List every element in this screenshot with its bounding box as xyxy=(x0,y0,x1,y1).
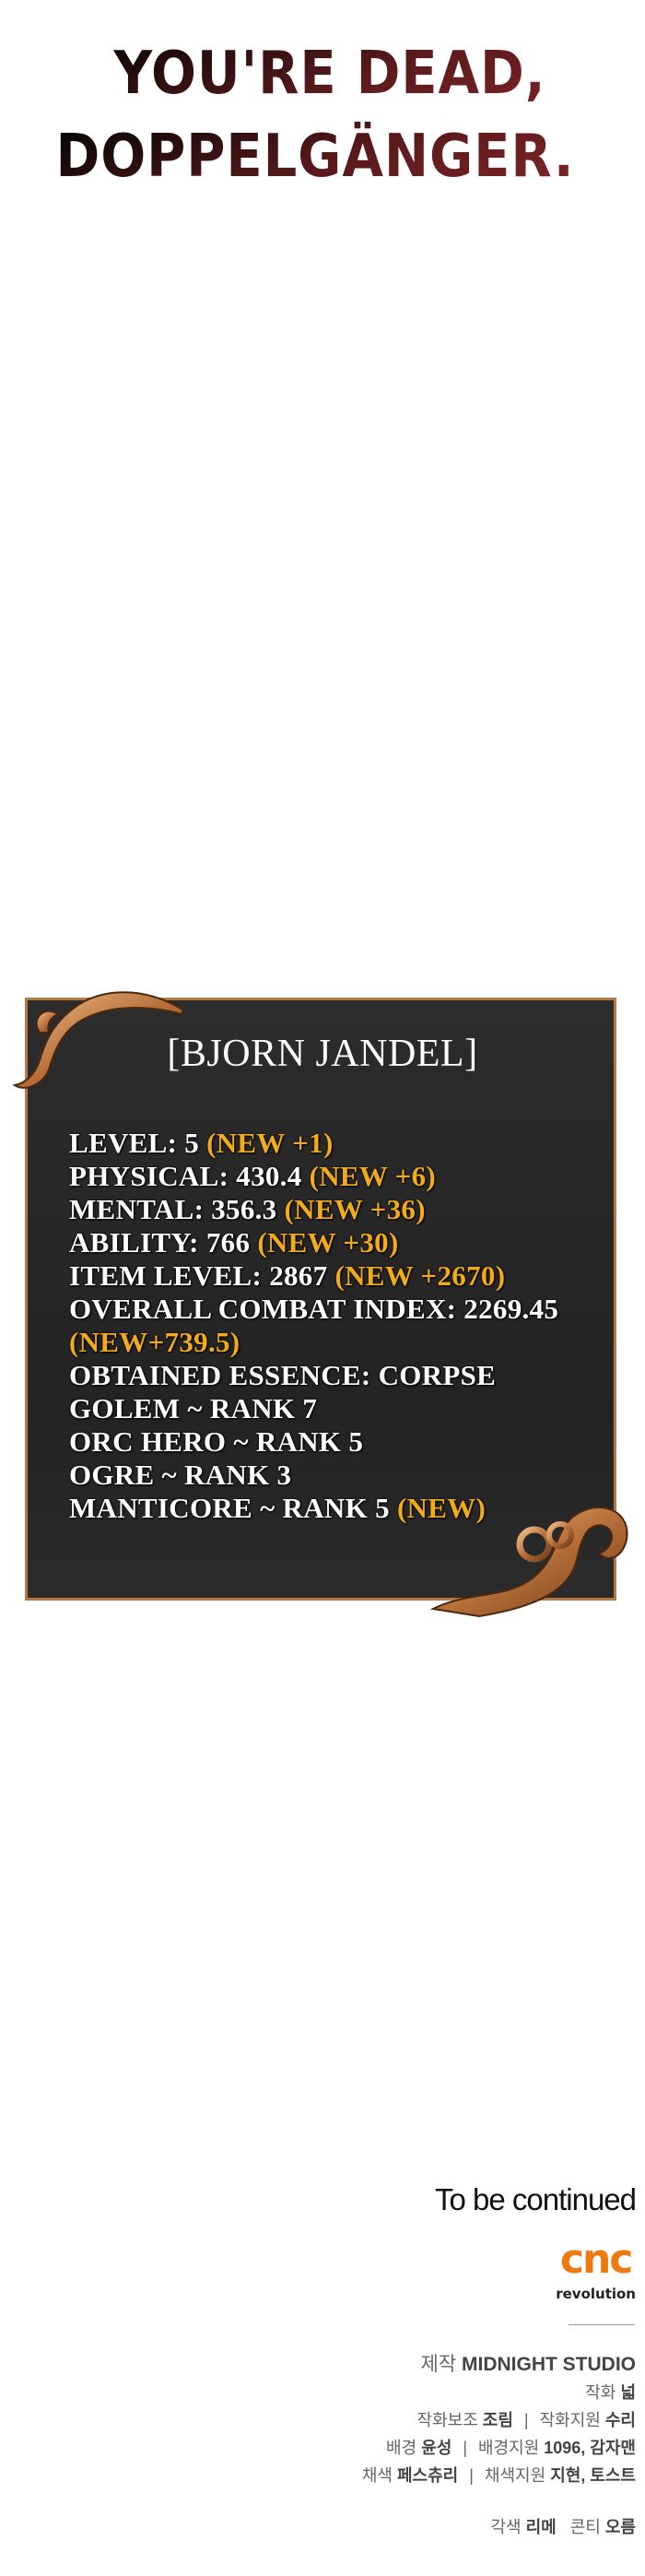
stat-text: MANTICORE ~ RANK 5 xyxy=(69,1492,397,1524)
stat-text: GOLEM ~ RANK 7 xyxy=(69,1392,318,1424)
stat-new: (NEW +36) xyxy=(284,1193,426,1225)
stat-text: ABILITY: 766 xyxy=(69,1226,258,1258)
stat-new: (NEW +6) xyxy=(309,1160,437,1192)
separator: | xyxy=(469,2466,474,2485)
status-window xyxy=(25,998,616,1601)
separator: | xyxy=(463,2439,467,2457)
credit-label: 채색 xyxy=(361,2466,393,2485)
stat-text: MENTAL: 356.3 xyxy=(69,1193,285,1225)
stat-text: OGRE ~ RANK 3 xyxy=(69,1459,292,1491)
stat-line: OVERALL COMBAT INDEX: 2269.45 xyxy=(69,1293,558,1326)
stat-line: ITEM LEVEL: 2867 (NEW +2670) xyxy=(69,1259,558,1293)
stat-line: ORC HERO ~ RANK 5 xyxy=(69,1425,558,1459)
credit-label: 배경지원 xyxy=(478,2439,540,2457)
credit-value: 1096, 감자맨 xyxy=(544,2439,636,2457)
credit-value: 조림 xyxy=(482,2411,513,2429)
credit-value: 페스츄리 xyxy=(396,2466,459,2485)
credit-value: MIDNIGHT STUDIO xyxy=(462,2354,636,2375)
stat-line: GOLEM ~ RANK 7 xyxy=(69,1392,558,1425)
logo-mark: cnc xyxy=(559,2236,633,2283)
credit-label: 배경 xyxy=(386,2439,417,2457)
stat-text: ITEM LEVEL: 2867 xyxy=(69,1259,335,1292)
stat-line: LEVEL: 5 (NEW +1) xyxy=(69,1127,558,1160)
stat-new: (NEW +30) xyxy=(257,1226,399,1258)
credit-label: 각색 xyxy=(490,2518,522,2536)
credit-label: 제작 xyxy=(420,2354,457,2375)
stat-text: LEVEL: 5 xyxy=(69,1127,207,1159)
credit-label: 작화지원 xyxy=(539,2411,601,2429)
logo-text: revolution xyxy=(556,2286,636,2302)
stat-text: ORC HERO ~ RANK 5 xyxy=(69,1425,364,1458)
character-name: [BJORN JANDEL] xyxy=(167,1033,478,1075)
stat-new: (NEW+739.5) xyxy=(69,1326,240,1358)
ornament-bottom-right-icon xyxy=(429,1507,628,1618)
credits: 제작 MIDNIGHT STUDIO 작화 넓 작화보조 조림 | 작화지원 수리 … xyxy=(362,2351,636,2541)
stats-list: LEVEL: 5 (NEW +1) PHYSICAL: 430.4 (NEW +… xyxy=(69,1127,558,1525)
title-line-1: YOU'RE DEAD, xyxy=(40,39,620,110)
title-line-2: DOPPELGÄNGER. xyxy=(25,122,605,193)
stat-line: ABILITY: 766 (NEW +30) xyxy=(69,1226,558,1259)
credit-label: 콘티 xyxy=(569,2518,601,2536)
credit-value: 윤성 xyxy=(421,2439,452,2457)
stat-text: PHYSICAL: 430.4 xyxy=(69,1160,310,1192)
stat-text: OBTAINED ESSENCE: CORPSE xyxy=(69,1359,497,1391)
credit-value: 지현, 토스트 xyxy=(550,2466,636,2485)
publisher-logo: cnc revolution xyxy=(556,2235,636,2303)
stat-line: MANTICORE ~ RANK 5 (NEW) xyxy=(69,1492,558,1525)
stat-line: PHYSICAL: 430.4 (NEW +6) xyxy=(69,1160,558,1193)
stat-new: (NEW) xyxy=(396,1492,487,1524)
stat-new: (NEW +1) xyxy=(206,1127,334,1159)
stat-text: OVERALL COMBAT INDEX: 2269.45 xyxy=(69,1293,559,1325)
stat-line: OBTAINED ESSENCE: CORPSE xyxy=(69,1359,558,1392)
divider xyxy=(569,2324,635,2325)
credit-value: 오름 xyxy=(604,2518,636,2536)
separator: | xyxy=(523,2411,529,2429)
stat-line: OGRE ~ RANK 3 xyxy=(69,1459,558,1492)
ornament-top-left-icon xyxy=(12,991,183,1089)
credit-label: 작화보조 xyxy=(416,2411,478,2429)
to-be-continued: To be continued xyxy=(434,2182,637,2216)
credit-label: 작화 xyxy=(585,2383,616,2402)
stat-line: MENTAL: 356.3 (NEW +36) xyxy=(69,1193,558,1226)
stat-line: (NEW+739.5) xyxy=(69,1326,558,1359)
credit-value: 리메 xyxy=(525,2518,557,2536)
credit-value: 넓 xyxy=(620,2383,636,2402)
credit-label: 채색지원 xyxy=(484,2466,546,2485)
credit-value: 수리 xyxy=(604,2411,636,2429)
stat-new: (NEW +2670) xyxy=(334,1259,506,1292)
